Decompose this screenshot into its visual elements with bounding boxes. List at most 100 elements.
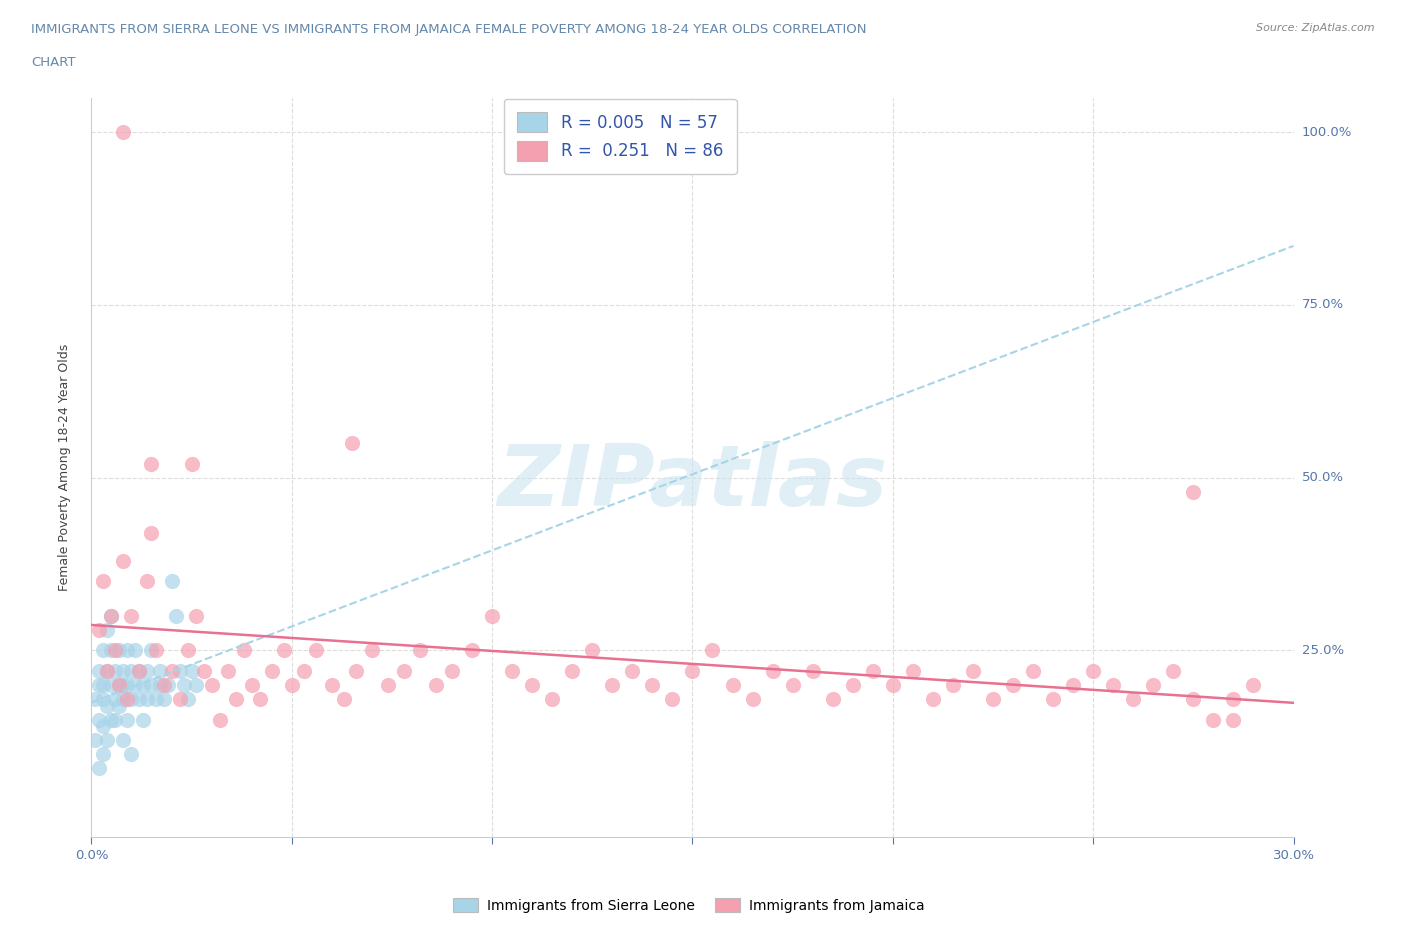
Point: [201, 678, 224, 693]
Point: [132, 712, 155, 727]
Text: ZIPatlas: ZIPatlas: [498, 441, 887, 524]
Point: [89, 664, 111, 679]
Point: [108, 678, 131, 693]
Point: [1001, 678, 1024, 693]
Legend: Immigrants from Sierra Leone, Immigrants from Jamaica: Immigrants from Sierra Leone, Immigrants…: [449, 893, 929, 919]
Point: [169, 691, 191, 706]
Point: [292, 664, 315, 679]
Point: [344, 664, 367, 679]
Point: [184, 678, 207, 693]
Point: [702, 643, 724, 658]
Point: [141, 643, 163, 658]
Point: [100, 608, 122, 623]
Point: [128, 664, 150, 679]
Point: [425, 678, 447, 693]
Point: [821, 691, 844, 706]
Point: [180, 664, 202, 679]
Point: [1222, 691, 1244, 706]
Point: [141, 525, 163, 540]
Point: [93, 747, 115, 762]
Point: [621, 664, 644, 679]
Point: [1042, 691, 1064, 706]
Point: [1222, 712, 1244, 727]
Point: [481, 608, 503, 623]
Point: [160, 664, 183, 679]
Point: [93, 643, 115, 658]
Point: [136, 664, 159, 679]
Point: [104, 712, 127, 727]
Point: [281, 678, 304, 693]
Point: [112, 691, 135, 706]
Point: [124, 678, 146, 693]
Point: [273, 643, 295, 658]
Point: [100, 643, 122, 658]
Point: [152, 691, 174, 706]
Point: [333, 691, 356, 706]
Point: [141, 678, 163, 693]
Point: [305, 643, 328, 658]
Point: [1102, 678, 1125, 693]
Point: [249, 691, 271, 706]
Point: [152, 678, 174, 693]
Point: [541, 691, 564, 706]
Point: [602, 678, 624, 693]
Point: [173, 678, 195, 693]
Point: [117, 691, 139, 706]
Legend: R = 0.005   N = 57, R =  0.251   N = 86: R = 0.005 N = 57, R = 0.251 N = 86: [505, 99, 737, 174]
Point: [117, 643, 139, 658]
Point: [112, 678, 135, 693]
Point: [581, 643, 603, 658]
Point: [409, 643, 432, 658]
Point: [93, 678, 115, 693]
Point: [84, 691, 107, 706]
Point: [160, 574, 183, 589]
Point: [440, 664, 463, 679]
Point: [801, 664, 824, 679]
Point: [128, 664, 150, 679]
Point: [93, 691, 115, 706]
Point: [225, 691, 247, 706]
Point: [89, 761, 111, 776]
Point: [232, 643, 254, 658]
Point: [148, 678, 170, 693]
Point: [136, 691, 159, 706]
Point: [340, 435, 363, 450]
Point: [128, 691, 150, 706]
Point: [942, 678, 965, 693]
Point: [392, 664, 415, 679]
Point: [321, 678, 343, 693]
Point: [1163, 664, 1185, 679]
Point: [377, 678, 399, 693]
Point: [501, 664, 523, 679]
Point: [145, 643, 167, 658]
Point: [148, 664, 170, 679]
Point: [208, 712, 231, 727]
Point: [108, 678, 131, 693]
Point: [862, 664, 884, 679]
Text: 75.0%: 75.0%: [1302, 299, 1344, 312]
Point: [981, 691, 1004, 706]
Point: [1182, 485, 1205, 499]
Point: [1062, 678, 1084, 693]
Point: [661, 691, 683, 706]
Point: [641, 678, 664, 693]
Point: [522, 678, 544, 693]
Point: [104, 664, 127, 679]
Point: [165, 608, 187, 623]
Point: [124, 643, 146, 658]
Point: [104, 691, 127, 706]
Point: [93, 719, 115, 734]
Point: [121, 608, 143, 623]
Point: [84, 733, 107, 748]
Point: [100, 712, 122, 727]
Point: [112, 553, 135, 568]
Point: [782, 678, 804, 693]
Point: [89, 678, 111, 693]
Point: [461, 643, 484, 658]
Point: [681, 664, 703, 679]
Point: [360, 643, 382, 658]
Point: [1142, 678, 1164, 693]
Point: [96, 733, 118, 748]
Point: [561, 664, 583, 679]
Point: [104, 643, 127, 658]
